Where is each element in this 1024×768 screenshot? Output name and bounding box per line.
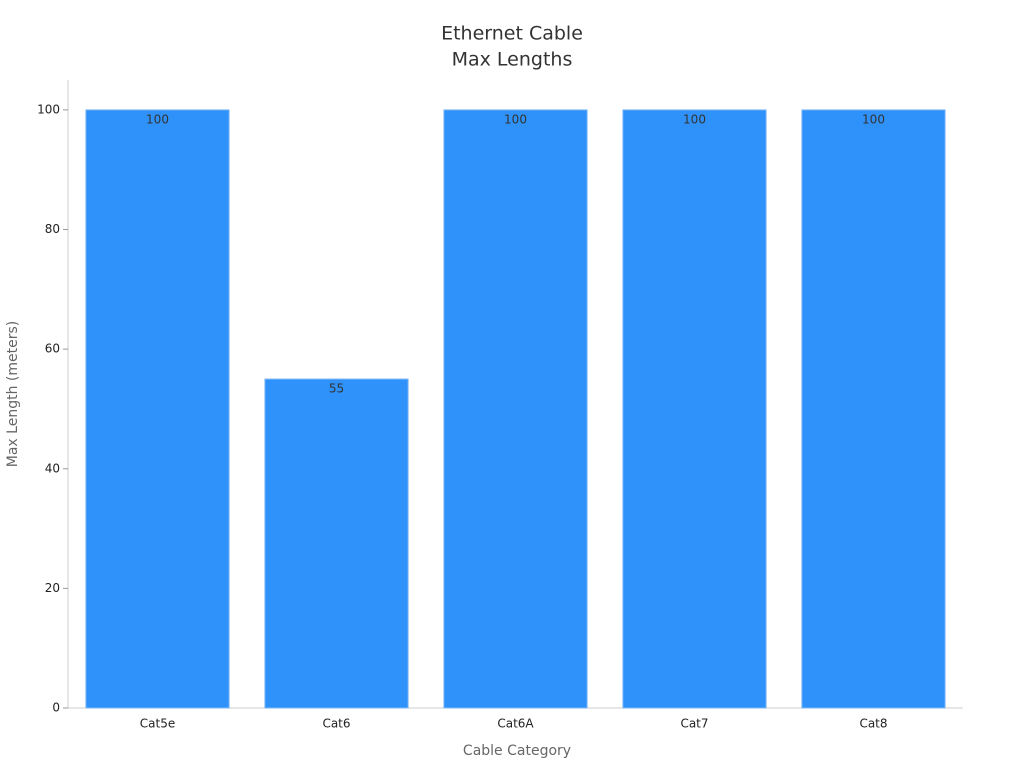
chart-title: Ethernet Cable (441, 23, 583, 45)
value-label: 100 (862, 112, 885, 126)
bar (801, 109, 946, 709)
y-tick-label: 0 (52, 701, 60, 715)
value-label: 55 (329, 382, 344, 396)
y-tick-label: 80 (45, 222, 60, 236)
bar (85, 109, 230, 709)
x-tick-label: Cat7 (680, 717, 708, 731)
y-tick-label: 60 (45, 342, 60, 356)
y-tick-label: 20 (45, 581, 60, 595)
x-axis-title: Cable Category (463, 743, 571, 759)
value-label: 100 (504, 112, 527, 126)
value-label: 100 (146, 112, 169, 126)
bar (264, 378, 409, 709)
x-tick-label: Cat6A (497, 717, 534, 731)
y-axis-title: Max Length (meters) (5, 321, 21, 467)
x-tick-label: Cat6 (322, 717, 350, 731)
x-tick-label: Cat5e (140, 717, 175, 731)
bar (622, 109, 767, 709)
chart-title: Max Lengths (452, 49, 573, 71)
y-tick-label: 40 (45, 461, 60, 475)
value-label: 100 (683, 112, 706, 126)
y-tick-label: 100 (37, 102, 60, 116)
x-tick-label: Cat8 (859, 717, 887, 731)
bar (443, 109, 588, 709)
